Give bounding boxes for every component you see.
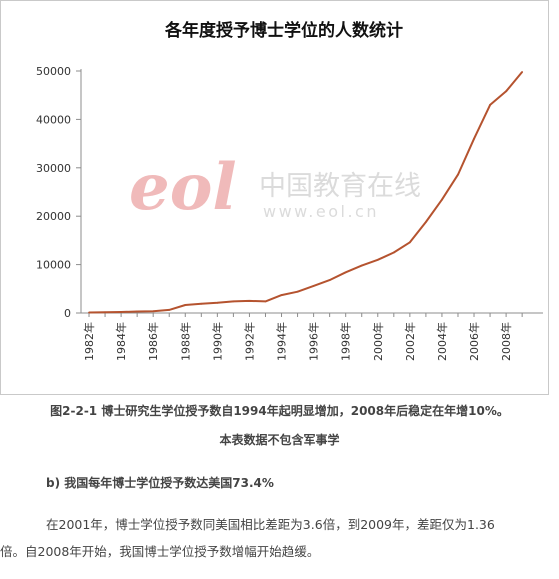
data-point: [200, 302, 203, 305]
data-point: [216, 301, 219, 304]
x-tick-label: 1986年: [146, 322, 160, 361]
data-point: [392, 251, 395, 254]
x-tick-label: 1982年: [82, 322, 96, 361]
x-tick-label: 1984年: [114, 322, 128, 361]
y-axis: 0 10000 20000 30000 40000 50000: [36, 65, 82, 320]
x-axis: 1982年 1984年 1986年 1988年 1990年 1992年 1994年 1996年…: [81, 312, 543, 361]
data-point: [473, 137, 475, 140]
data-point: [88, 311, 90, 314]
x-tick-label: 2008年: [499, 322, 513, 361]
x-tick-label: 1996年: [307, 322, 321, 361]
x-tick-label: 1998年: [339, 322, 353, 361]
data-point: [232, 300, 235, 303]
chart-title: 各年度授予博士学位的人数统计: [164, 20, 403, 41]
data-point: [441, 198, 443, 201]
y-tick-label: 30000: [36, 162, 71, 175]
data-point: [136, 310, 139, 313]
data-point: [152, 310, 155, 313]
data-point: [120, 311, 123, 313]
x-tick-label: 1992年: [242, 322, 256, 361]
watermark-url: www.eol.cn: [263, 202, 379, 221]
data-point: [104, 311, 106, 314]
y-tick-label: 40000: [36, 113, 71, 126]
y-tick-label: 0: [64, 307, 71, 320]
x-tick-label: 2006年: [467, 322, 481, 361]
data-point: [376, 258, 379, 261]
line-chart: 各年度授予博士学位的人数统计 eol 中国教育在线 www.eol.cn 0 10…: [36, 20, 543, 361]
data-point: [424, 221, 427, 223]
data-point: [360, 264, 363, 267]
y-tick-label: 50000: [36, 65, 71, 78]
x-tick-label: 1994年: [275, 322, 289, 361]
data-point: [344, 271, 347, 274]
data-point: [312, 284, 315, 287]
figure-caption-line-1: 图2-2-1 博士研究生学位授予数自1994年起明显增加，2008年后稳定在年增…: [50, 404, 509, 418]
data-point: [489, 103, 491, 106]
y-tick-label: 20000: [36, 210, 71, 223]
x-tick-label: 2004年: [435, 322, 449, 361]
x-tick-label: 1990年: [210, 322, 224, 361]
data-point: [328, 279, 331, 281]
watermark-chinese: 中国教育在线: [259, 171, 421, 202]
data-point: [457, 173, 459, 176]
data-point: [296, 290, 299, 293]
figure-caption-line-2: 本表数据不包含军事学: [219, 433, 340, 447]
data-point: [168, 308, 171, 311]
data-point: [505, 90, 508, 93]
series-line: [88, 71, 523, 314]
watermark: eol 中国教育在线 www.eol.cn: [129, 150, 421, 225]
paragraph-text-1: 在2001年，博士学位授予数同美国相比差距为3.6倍，到2009年，差距仅为1.…: [46, 517, 495, 532]
section-subheading: b) 我国每年博士学位授予数达美国73.4%: [46, 476, 274, 490]
y-tick-label: 10000: [36, 259, 71, 272]
x-tick-label: 2000年: [371, 322, 385, 361]
data-point: [248, 300, 251, 302]
data-point: [184, 304, 187, 306]
data-point: [408, 241, 411, 244]
x-tick-label: 2002年: [403, 322, 417, 361]
data-point: [521, 71, 524, 73]
chart-frame: 各年度授予博士学位的人数统计 eol 中国教育在线 www.eol.cn 0 10…: [0, 0, 549, 395]
series: [88, 71, 524, 314]
x-tick-label: 1988年: [178, 322, 192, 361]
data-point: [264, 300, 267, 303]
data-point: [280, 294, 283, 296]
watermark-logo: eol: [129, 150, 237, 225]
paragraph-line-2: 倍。自2008年开始，我国博士学位授予数增幅开始趋缓。: [0, 544, 320, 559]
paragraph-line-1: 在2001年，博士学位授予数同美国相比差距为3.6倍，到2009年，差距仅为1.…: [0, 511, 554, 538]
